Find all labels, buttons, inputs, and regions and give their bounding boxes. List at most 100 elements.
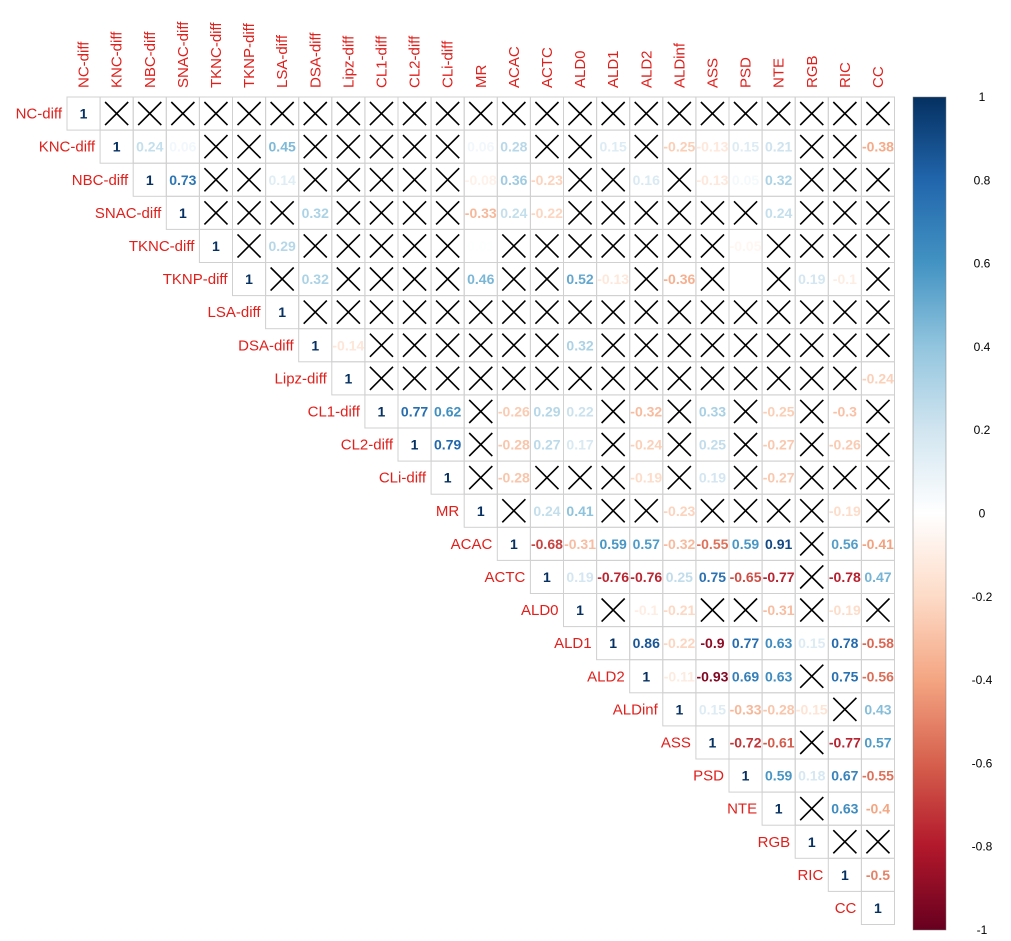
insignificant-cross-mark [369,134,394,159]
correlation-value: -0.28 [498,470,530,486]
correlation-value: 0.01 [467,238,494,254]
insignificant-cross-mark [700,300,725,325]
insignificant-cross-mark [402,366,427,391]
correlation-value: 1 [808,834,816,850]
row-label: ACTC [485,569,526,586]
correlation-value: 0.57 [633,536,660,552]
insignificant-cross-mark [865,167,891,192]
insignificant-cross-mark [468,366,493,391]
insignificant-cross-mark [766,300,791,325]
correlation-value: -0.26 [498,403,530,419]
row-label: DSA-diff [238,337,294,354]
insignificant-cross-mark [865,101,891,126]
correlation-value: 0.59 [600,536,627,552]
insignificant-cross-mark [336,233,361,259]
correlation-value: -0.25 [763,403,795,419]
row-label: NBC-diff [72,172,129,189]
insignificant-cross-mark [303,300,328,325]
insignificant-cross-mark [402,200,427,225]
correlation-value: -0.15 [796,701,828,717]
insignificant-cross-mark [203,167,229,192]
insignificant-cross-mark [799,366,824,391]
correlation-value: -0.28 [763,701,795,717]
insignificant-cross-mark [733,465,758,490]
correlation-value: -0.27 [763,437,795,453]
correlation-value: 1 [311,337,319,353]
row-label: TKNC-diff [129,238,195,255]
insignificant-cross-mark [733,333,758,358]
insignificant-cross-mark [601,167,626,192]
correlation-value: 0.43 [864,701,891,717]
insignificant-cross-mark [634,366,659,391]
insignificant-cross-mark [435,333,460,358]
insignificant-cross-mark [435,233,460,259]
column-label: TKNP-diff [241,22,258,88]
correlation-value: -0.77 [763,569,795,585]
correlation-value: 0.47 [864,569,891,585]
correlation-value: -0.13 [696,172,728,188]
insignificant-cross-mark [402,101,427,126]
matrix-grid [66,96,896,926]
column-label: NTE [771,58,788,88]
insignificant-cross-mark [468,300,493,325]
correlation-value: 0.62 [434,403,461,419]
insignificant-cross-mark [799,300,824,325]
color-legend: 1 0.8 0.6 0.4 0.2 0 -0.2 -0.4 -0.6 -0.8 -1 [912,90,993,937]
insignificant-cross-mark [799,730,824,755]
insignificant-cross-mark [369,167,394,192]
insignificant-cross-mark [601,101,626,126]
correlation-value: 0.25 [666,569,693,585]
insignificant-cross-mark [865,597,891,623]
insignificant-cross-mark [336,134,361,159]
insignificant-cross-mark [832,829,857,854]
correlation-value: 1 [576,602,584,618]
insignificant-cross-mark [700,333,725,358]
insignificant-cross-mark [865,498,891,523]
insignificant-cross-mark [799,531,824,556]
correlation-value: -0.05 [730,238,762,254]
insignificant-cross-mark [667,200,692,225]
insignificant-cross-mark [601,465,626,490]
insignificant-cross-mark [832,134,857,159]
correlation-value: 0.18 [798,768,825,784]
correlation-value: 0.22 [566,403,593,419]
correlation-value: 0.24 [533,503,560,519]
insignificant-cross-mark [601,597,626,623]
column-label: PSD [738,57,755,88]
correlation-value: 1 [874,900,882,916]
insignificant-cross-mark [236,167,262,192]
legend-color-bar [912,96,947,931]
insignificant-cross-mark [766,233,791,259]
correlation-value: 0.19 [798,271,825,287]
correlation-value: 0.46 [467,271,494,287]
correlation-value: 0.14 [269,172,296,188]
correlation-value: -0.68 [531,536,563,552]
correlation-value: 0.27 [533,437,560,453]
correlation-value: 0.32 [302,205,329,221]
insignificant-cross-mark [104,101,129,126]
insignificant-cross-mark [567,233,593,259]
correlation-value: -0.22 [663,635,695,651]
insignificant-cross-mark [700,200,725,225]
insignificant-cross-mark [865,399,891,424]
correlation-value: -0.27 [763,470,795,486]
correlation-value: 0.24 [500,205,527,221]
insignificant-cross-mark [667,101,692,126]
insignificant-cross-mark [435,200,460,225]
correlation-value: 1 [742,768,750,784]
correlation-value: 0.33 [699,403,726,419]
correlation-value: 0.79 [434,437,461,453]
correlation-value: 1 [477,503,485,519]
insignificant-cross-mark [601,300,626,325]
correlation-value: -0.78 [829,569,861,585]
correlation-value: 1 [80,106,88,122]
insignificant-cross-mark [799,333,824,358]
correlation-value: 1 [444,470,452,486]
correlation-value: 1 [775,801,783,817]
row-label: PSD [693,768,724,785]
insignificant-cross-mark [733,200,758,225]
insignificant-cross-mark [534,333,560,358]
correlation-value: -0.65 [730,569,762,585]
insignificant-cross-mark [832,167,857,192]
